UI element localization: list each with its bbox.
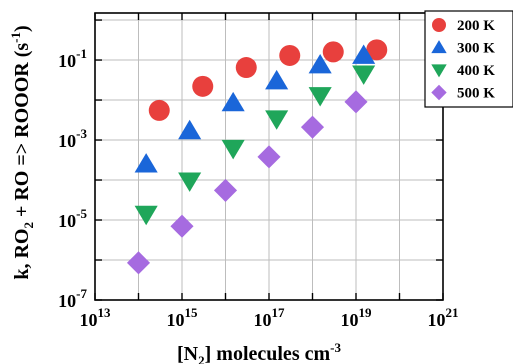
legend-label: 400 K [457, 63, 495, 79]
data-point [178, 119, 202, 140]
data-point [352, 44, 376, 64]
legend-label: 300 K [457, 41, 495, 57]
data-point [213, 178, 238, 202]
data-point [352, 65, 376, 85]
y-tick-label: 10-3 [58, 126, 87, 151]
series-0 [148, 39, 388, 121]
data-point [265, 110, 289, 130]
series-1 [134, 44, 376, 173]
data-point [134, 205, 158, 226]
data-point [148, 99, 170, 121]
x-tick-label: 1013 [80, 305, 112, 330]
y-tick-label: 10-5 [58, 206, 87, 231]
legend-label: 500 K [457, 86, 495, 102]
y-axis-label: k, RO2 + RO => ROOOR (s-1) [8, 25, 36, 279]
data-point [366, 39, 388, 61]
legend-marker [431, 40, 447, 54]
data-points [126, 39, 388, 275]
legend-label: 200 K [457, 18, 495, 34]
data-point [322, 41, 344, 63]
data-point [192, 75, 214, 97]
series-2 [134, 65, 376, 226]
data-point [170, 214, 194, 238]
x-tick-label: 1017 [254, 305, 286, 330]
data-point [279, 44, 301, 66]
x-tick-label: 1015 [167, 305, 199, 330]
data-point [265, 69, 289, 90]
data-point [235, 57, 257, 79]
data-point [178, 172, 202, 192]
data-point [257, 145, 281, 169]
data-point [221, 139, 245, 160]
x-tick-label: 1021 [428, 305, 459, 330]
legend-marker [431, 64, 447, 78]
legend-marker [431, 84, 447, 101]
legend: 200 K 300 K 400 K 500 K [424, 10, 513, 108]
plot-frame [94, 12, 444, 301]
x-axis-label: [N2] molecules cm-3 [177, 340, 341, 364]
ticks: 1013 1015 1017 1019 1021 10-7 10-5 10-3 10-1 [58, 13, 459, 330]
data-point [308, 87, 332, 107]
data-point [308, 54, 332, 74]
data-point [134, 153, 158, 173]
data-point [221, 91, 245, 112]
y-tick-label: 10-7 [58, 286, 87, 311]
data-point [126, 251, 151, 275]
series-3 [126, 90, 368, 275]
data-point [344, 90, 368, 114]
data-point [300, 115, 325, 139]
x-tick-label: 1019 [341, 305, 373, 330]
y-tick-label: 10-1 [58, 46, 87, 71]
grid [94, 13, 444, 301]
legend-marker [432, 18, 446, 32]
